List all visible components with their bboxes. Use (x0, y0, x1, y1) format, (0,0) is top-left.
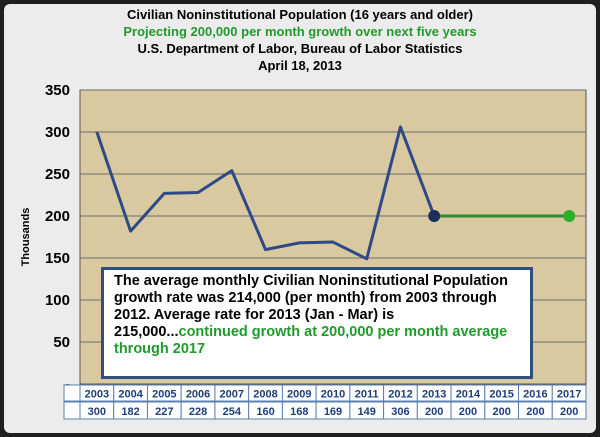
data-label: 160 (256, 406, 274, 418)
x-tick-label: 2008 (253, 389, 277, 401)
data-label: 300 (88, 406, 106, 418)
x-tick-label: 2014 (456, 389, 481, 401)
x-tick-label: 2017 (557, 389, 581, 401)
chart-titles: Civilian Noninstitutional Population (16… (0, 6, 600, 74)
x-tick-label: 2012 (388, 389, 412, 401)
chart-title: Civilian Noninstitutional Population (16… (127, 7, 473, 22)
x-tick-label: 2006 (186, 389, 210, 401)
data-label: 227 (155, 406, 173, 418)
x-tick-label: 2009 (287, 389, 311, 401)
chart-source: U.S. Department of Labor, Bureau of Labo… (137, 41, 463, 56)
data-point-marker (428, 210, 441, 222)
y-tick-label: 150 (45, 250, 70, 267)
table-stub-cell (63, 401, 81, 420)
data-label: 200 (425, 406, 443, 418)
x-tick-label: 2013 (422, 389, 446, 401)
x-tick-label: 2007 (220, 389, 244, 401)
annotation-box: The average monthly Civilian Noninstitut… (101, 267, 533, 379)
y-tick-label: 200 (45, 208, 70, 225)
data-label: 149 (358, 406, 376, 418)
y-tick-label: 350 (45, 82, 70, 99)
table-value-cell (551, 401, 587, 420)
table-header-cell (551, 384, 587, 402)
table-stub-cell (63, 384, 81, 402)
x-tick-label: 2010 (321, 389, 345, 401)
data-label: 200 (526, 406, 544, 418)
data-label: 182 (121, 406, 139, 418)
y-axis-label: Thousands (20, 208, 32, 267)
x-tick-label: 2005 (152, 389, 176, 401)
annotation-text: The average monthly Civilian Noninstitut… (114, 273, 508, 340)
y-tick-label: 250 (45, 166, 70, 183)
data-point-marker (563, 210, 576, 222)
actual-series-line (95, 125, 436, 261)
chart-subtitle: Projecting 200,000 per month growth over… (123, 24, 477, 39)
y-tick-label: 50 (53, 334, 70, 351)
x-tick-label: 2011 (355, 389, 379, 401)
data-label: 169 (324, 406, 342, 418)
data-label: 200 (459, 406, 477, 418)
data-label: 200 (560, 406, 578, 418)
data-label: 306 (391, 406, 409, 418)
data-label: 228 (189, 406, 207, 418)
x-tick-label: 2015 (489, 389, 513, 401)
y-tick-label: 100 (45, 292, 70, 309)
y-tick-label: 300 (45, 124, 70, 141)
x-tick-label: 2004 (118, 389, 143, 401)
data-label: 200 (492, 406, 510, 418)
series-lines (95, 125, 570, 261)
data-table: 2003 300 2004 182 2005 227 2006 228 2007 254 2008 1… (63, 384, 587, 420)
series-markers (428, 210, 576, 222)
x-tick-label: 2016 (523, 389, 547, 401)
chart-date: April 18, 2013 (258, 58, 342, 73)
annotation-highlight: continued growth at 200,000 per month av… (114, 324, 508, 357)
x-tick-label: 2003 (85, 389, 109, 401)
data-label: 168 (290, 406, 308, 418)
data-label: 254 (223, 406, 242, 418)
